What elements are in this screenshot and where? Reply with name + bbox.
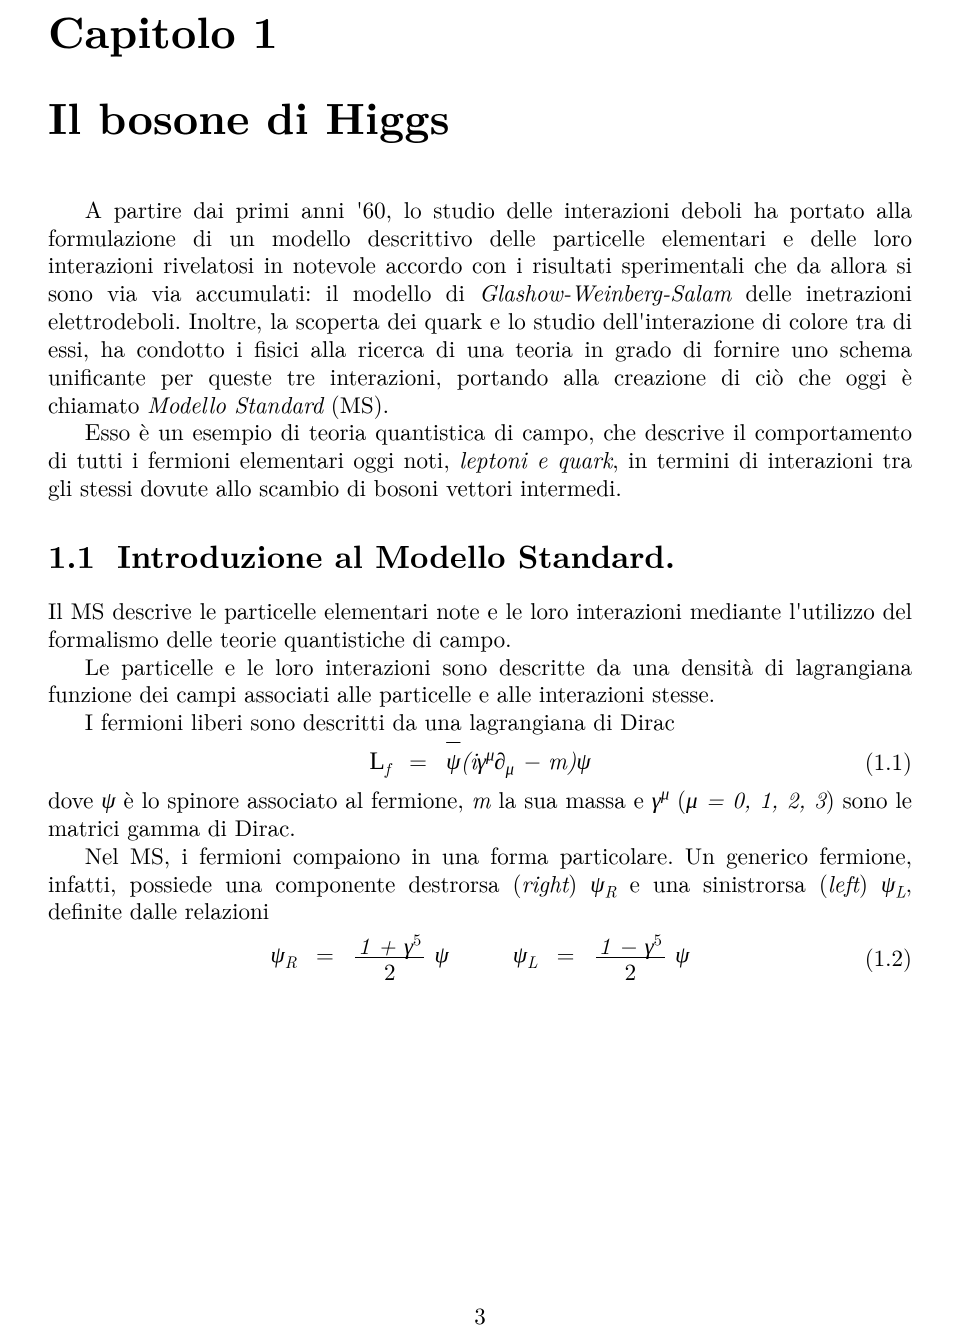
section-heading: 1.1 Introduzione al Modello Standard. bbox=[48, 533, 912, 578]
paragraph-4: Le particelle e le loro interazioni sono… bbox=[48, 652, 912, 708]
text: ) bbox=[859, 866, 881, 899]
equation-body: Lf = ψ(iγμ∂μ − m)ψ bbox=[369, 746, 590, 776]
text: e una sinistrorsa ( bbox=[617, 866, 828, 899]
paragraph-6: dove ψ è lo spinore associato al fermion… bbox=[48, 785, 912, 841]
chapter-label: Capitolo 1 bbox=[48, 6, 912, 54]
text: − m)ψ bbox=[514, 743, 591, 776]
paragraph-7: Nel MS, i fermioni compaiono in una form… bbox=[48, 841, 912, 924]
page-number: 3 bbox=[0, 1298, 960, 1331]
equation-1-2: ψR = 1 + γ5 2 ψ ψL = 1 − γ5 2 ψ (1.2) bbox=[48, 928, 912, 986]
denominator-l: 2 bbox=[622, 958, 640, 982]
equation-number: (1.2) bbox=[865, 943, 912, 971]
exp-5: 5 bbox=[413, 926, 421, 950]
equation-body: ψR = 1 + γ5 2 ψ ψL = 1 − γ5 2 ψ bbox=[271, 933, 690, 982]
mu-sup: μ bbox=[661, 780, 669, 804]
equation-number: (1.1) bbox=[865, 747, 912, 775]
m-symbol: m bbox=[472, 782, 491, 815]
text: ) bbox=[568, 866, 590, 899]
equation-1-1: Lf = ψ(iγμ∂μ − m)ψ (1.1) bbox=[48, 739, 912, 783]
text: la sua massa e bbox=[491, 782, 652, 815]
text: (iγ bbox=[460, 743, 486, 776]
denominator-r: 2 bbox=[381, 958, 399, 982]
paragraph-1: A partire dai primi anni '60, lo studio … bbox=[48, 195, 912, 418]
psi-r: ψ bbox=[590, 866, 604, 899]
psi-l-lhs: ψ bbox=[513, 936, 527, 969]
chapter-title: Il bosone di Higgs bbox=[48, 92, 912, 140]
text: ( bbox=[669, 782, 686, 815]
exp-5: 5 bbox=[654, 926, 662, 950]
italic-right: right bbox=[522, 866, 569, 899]
paragraph-2: Esso è un esempio di teoria quantistica … bbox=[48, 417, 912, 500]
gamma-symbol: γ bbox=[652, 782, 661, 815]
section-number: 1.1 bbox=[48, 533, 95, 578]
lagrangian-symbol: L bbox=[369, 747, 384, 775]
psi-l: ψ bbox=[881, 866, 895, 899]
subscript-f: f bbox=[385, 755, 390, 779]
psi-tail-l: ψ bbox=[667, 936, 690, 969]
subscript-r: R bbox=[605, 878, 617, 902]
mu-sub: μ bbox=[506, 755, 514, 779]
subscript-l: L bbox=[895, 878, 905, 902]
psi-bar: ψ bbox=[446, 743, 460, 776]
section-title: Introduzione al Modello Standard. bbox=[117, 533, 675, 578]
mu-range: μ = 0, 1, 2, 3 bbox=[686, 782, 826, 815]
italic-left: left bbox=[828, 866, 859, 899]
paragraph-3: Il MS descrive le particelle elementari … bbox=[48, 596, 912, 652]
fraction-left: 1 − γ5 2 bbox=[596, 933, 665, 982]
psi-r-lhs: ψ bbox=[271, 936, 285, 969]
subscript-l: L bbox=[527, 949, 537, 973]
subscript-r: R bbox=[285, 949, 297, 973]
psi-tail-r: ψ bbox=[426, 936, 449, 969]
fraction-right: 1 + γ5 2 bbox=[355, 933, 424, 982]
paragraph-5: I fermioni liberi sono descritti da una … bbox=[48, 707, 912, 735]
partial: ∂ bbox=[494, 743, 505, 776]
